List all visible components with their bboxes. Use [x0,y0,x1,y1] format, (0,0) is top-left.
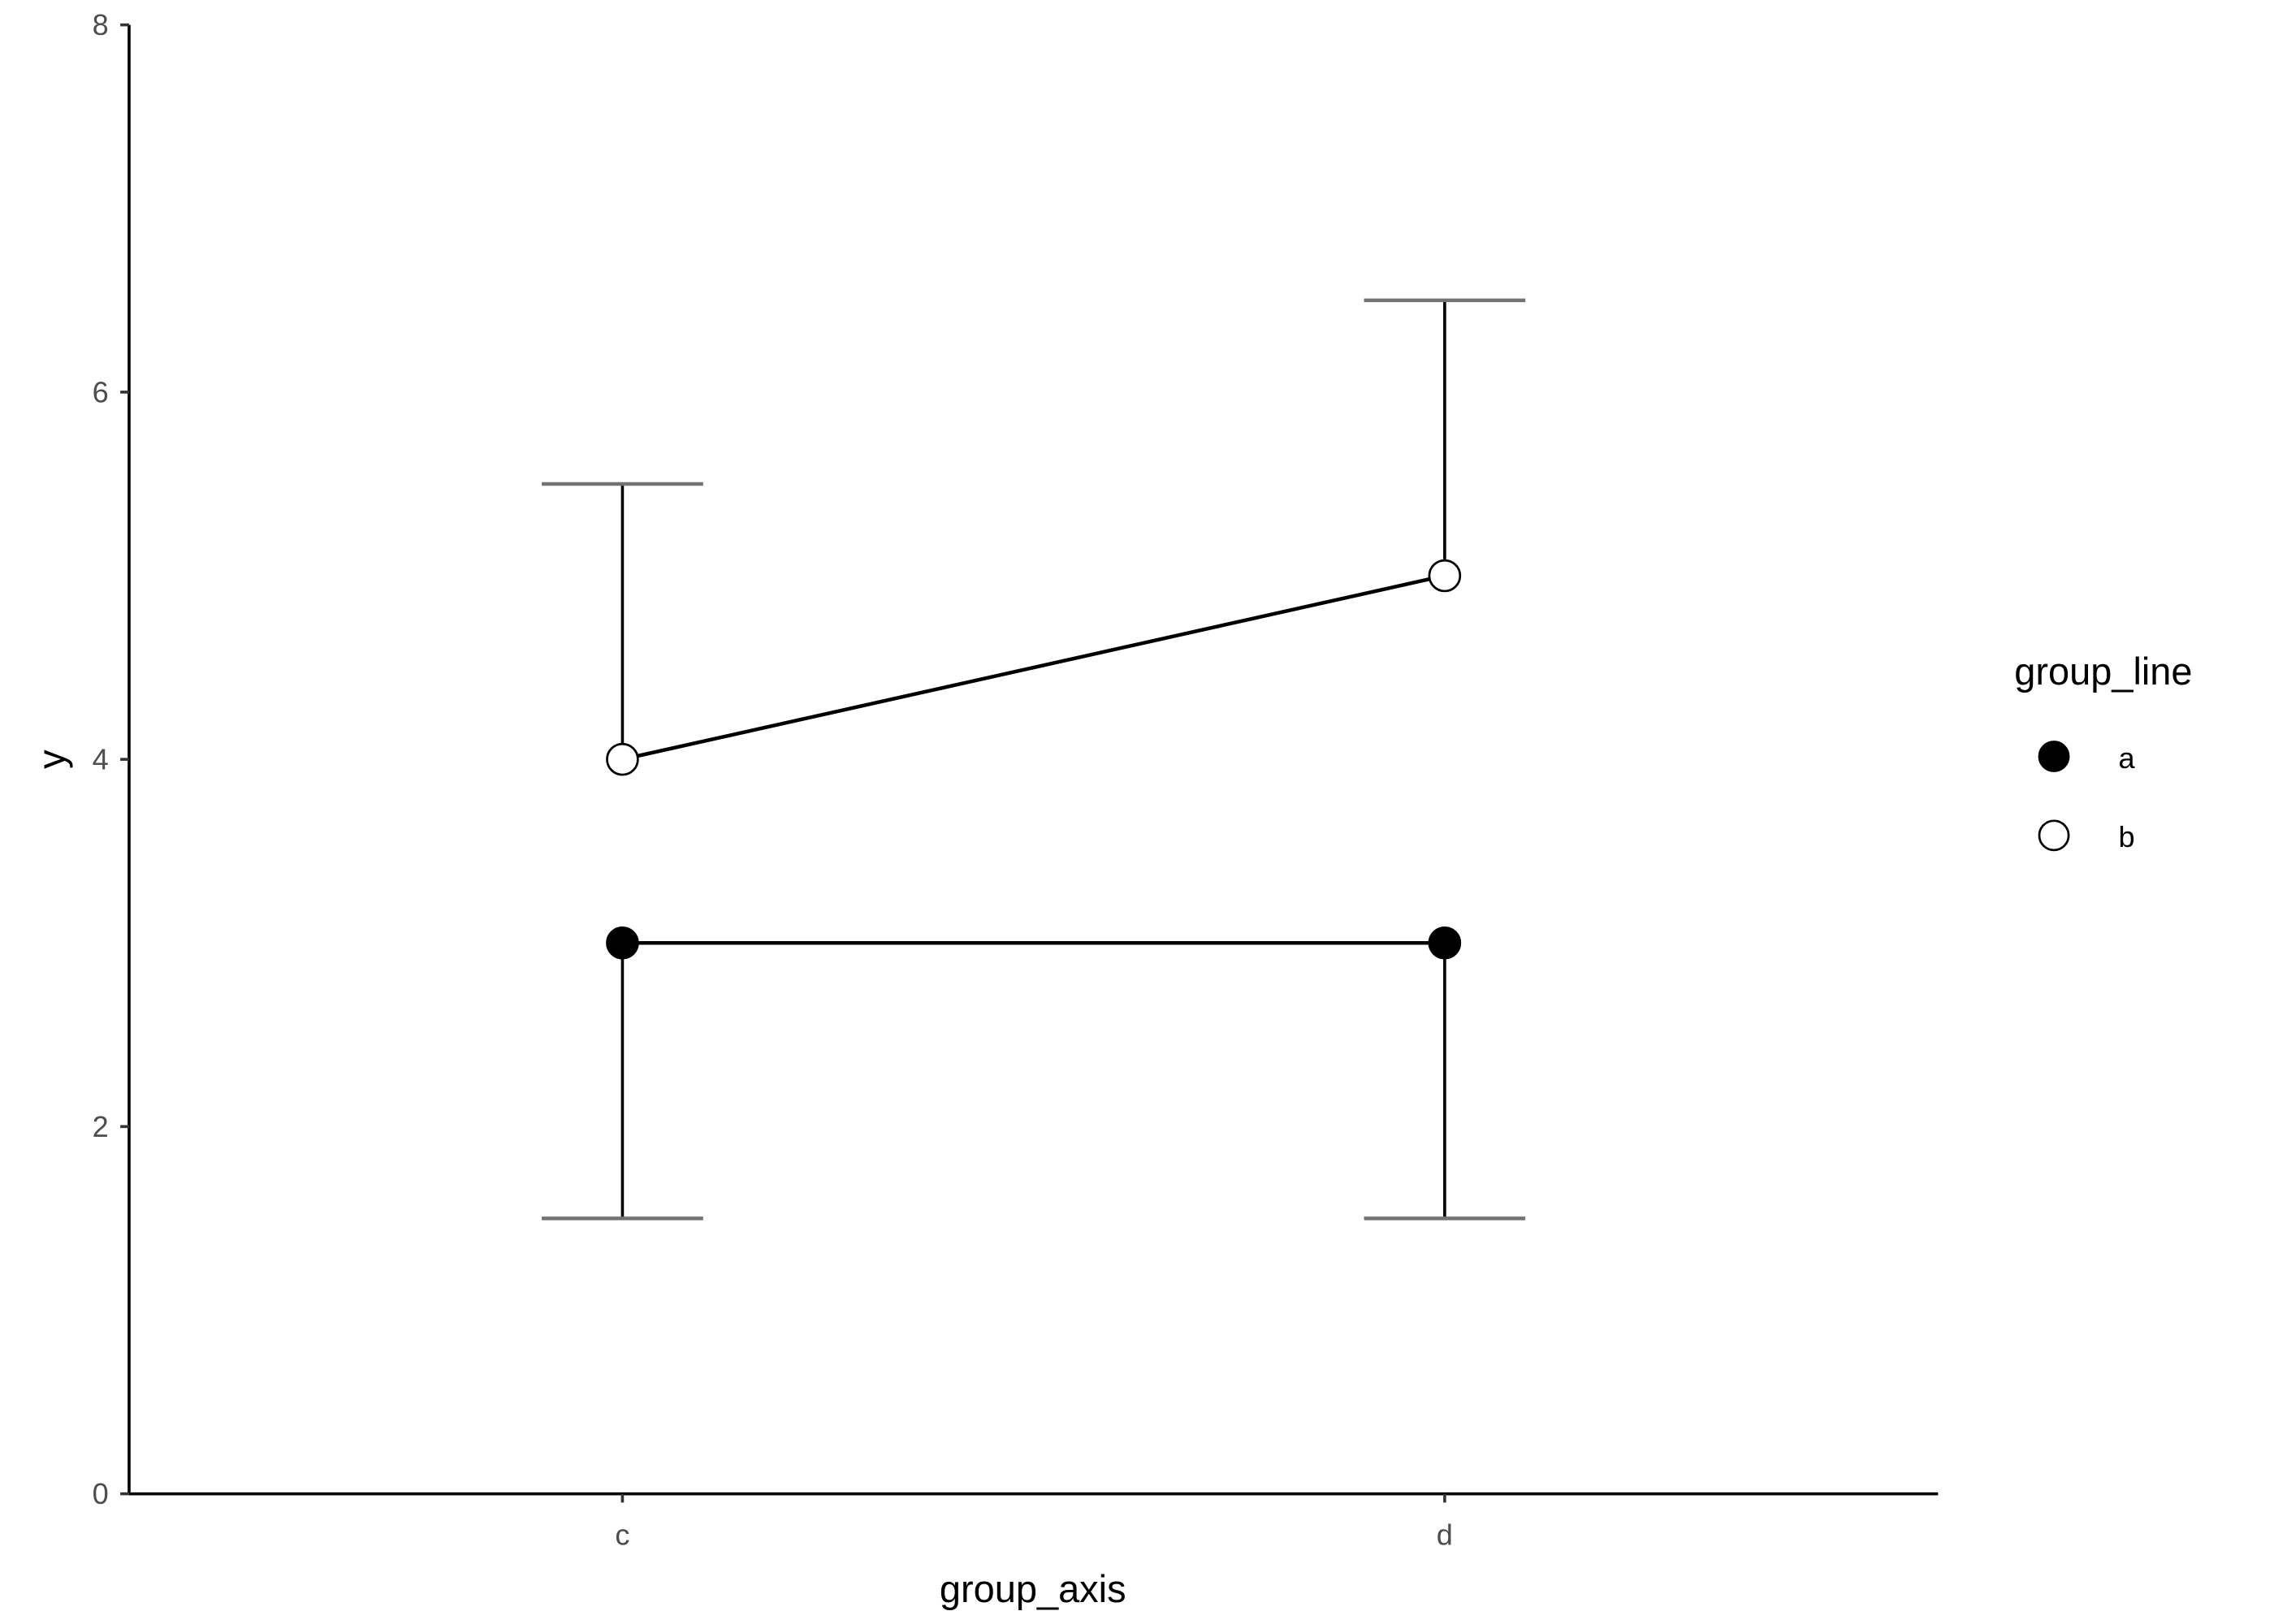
y-axis-label: y [30,749,72,769]
point-b-d [1428,559,1462,593]
legend: group_line a b [2014,650,2192,853]
x-tick-label: c [615,1518,629,1552]
legend-label-a: a [2119,741,2136,775]
point-b-c [606,742,639,776]
y-tick-label: 4 [93,743,109,776]
x-axis-label: group_axis [940,1568,1126,1610]
point-a-d [1428,926,1462,960]
y-tick-label: 0 [93,1477,109,1510]
legend-title: group_line [2014,650,2192,693]
legend-key-b [2038,819,2070,852]
legend-key-a [2038,741,2070,772]
y-tick-label: 8 [93,8,109,41]
plot-marks [542,298,1526,1220]
y-tick-label: 2 [93,1110,109,1143]
x-tick-label: d [1437,1518,1453,1552]
point-a-c [606,926,639,960]
y-tick-label: 6 [93,376,109,409]
legend-label-b: b [2119,820,2135,853]
y-ticks: 0 2 4 6 8 [93,8,129,1510]
series-line-b [621,573,1446,762]
